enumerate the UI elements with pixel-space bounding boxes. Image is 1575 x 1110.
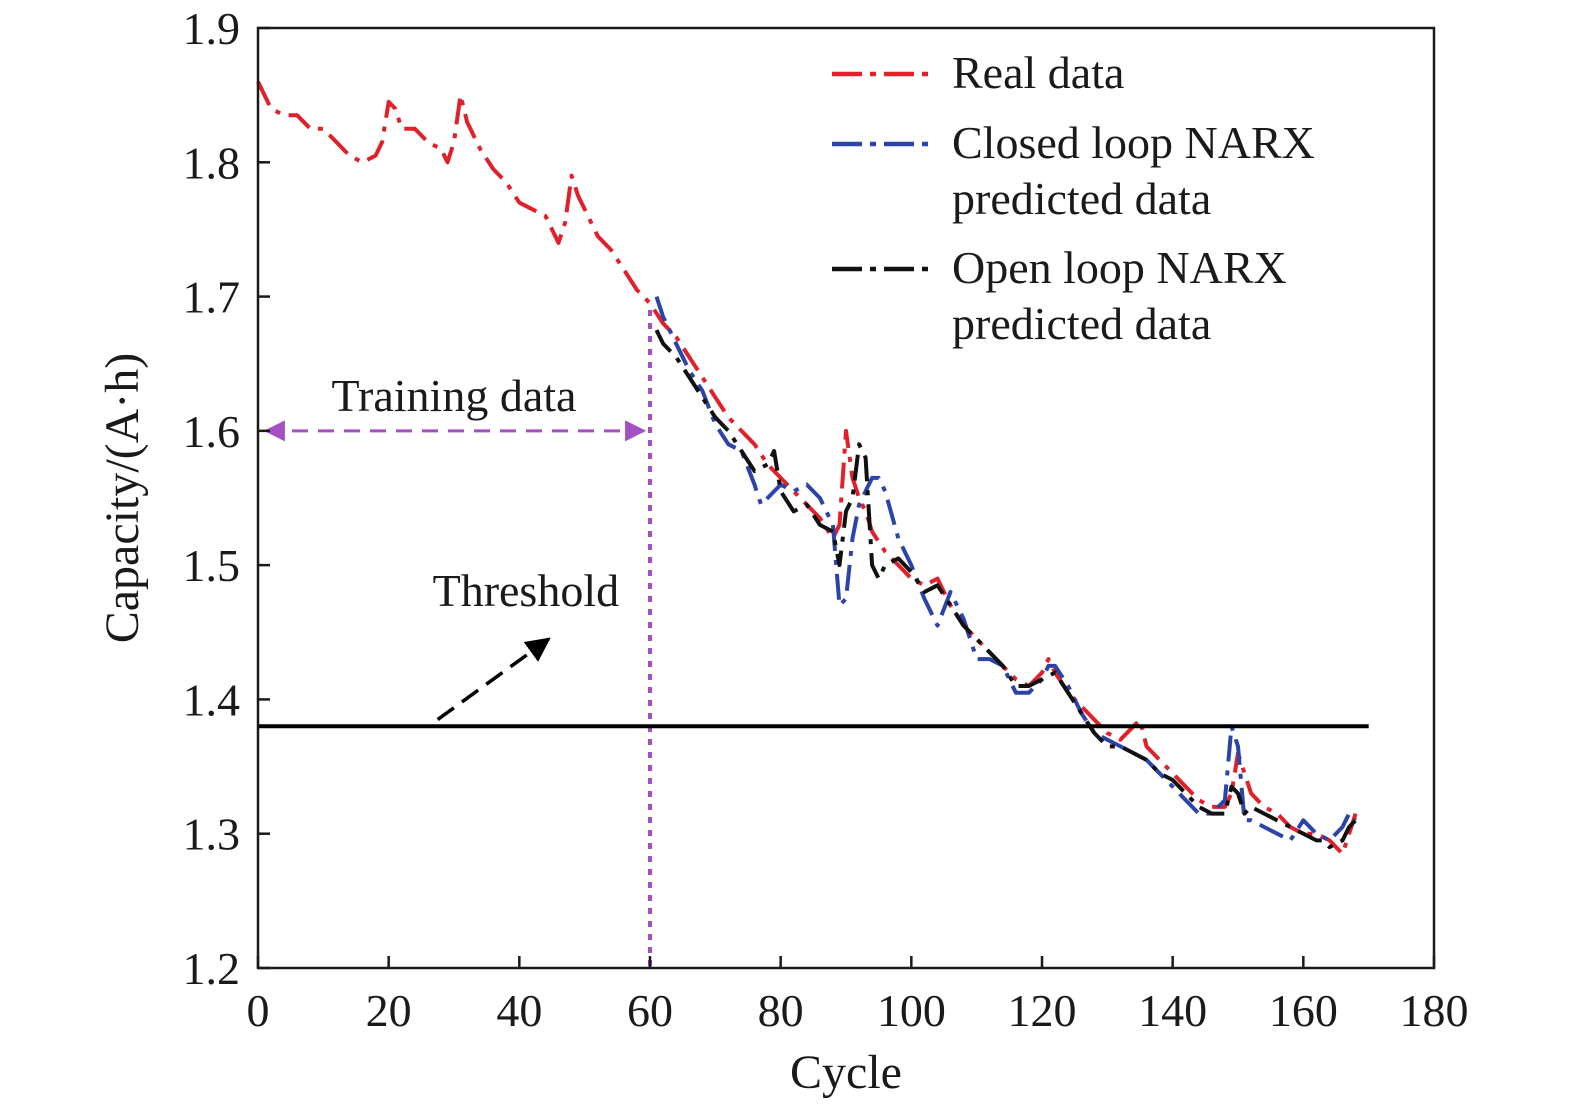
x-tick-label: 100 [877, 985, 946, 1036]
y-tick-label: 1.3 [183, 809, 241, 860]
series-line-1 [256, 80, 1358, 856]
legend-label-2: Closed loop NARX [952, 117, 1315, 168]
y-tick-label: 1.5 [183, 540, 241, 591]
series-line-2 [654, 295, 1358, 843]
x-tick-label: 0 [247, 985, 270, 1036]
x-axis-title: Cycle [790, 1046, 902, 1099]
x-tick-label: 160 [1269, 985, 1338, 1036]
x-tick-label: 140 [1138, 985, 1207, 1036]
y-tick-label: 1.2 [183, 943, 241, 994]
x-tick-label: 120 [1008, 985, 1077, 1036]
y-axis-title: Capacity/(A·h) [96, 353, 149, 644]
training-data-label: Training data [332, 370, 577, 421]
y-tick-label: 1.4 [183, 674, 241, 725]
x-tick-label: 180 [1400, 985, 1469, 1036]
y-tick-label: 1.6 [183, 406, 241, 457]
plot-frame [256, 26, 1436, 970]
legend-label-1: Real data [952, 47, 1124, 98]
legend-label-3: Open loop NARX [952, 242, 1287, 293]
y-tick-label: 1.9 [183, 3, 241, 54]
x-tick-label: 80 [758, 985, 804, 1036]
y-tick-label: 1.7 [183, 272, 241, 323]
y-tick-label: 1.8 [183, 137, 241, 188]
threshold-label: Threshold [433, 565, 620, 616]
threshold-arrow [436, 637, 551, 721]
x-tick-label: 40 [496, 985, 542, 1036]
legend-label-2: predicted data [952, 173, 1211, 224]
legend-label-3: predicted data [952, 298, 1211, 349]
series-line-3 [654, 329, 1358, 850]
x-tick-label: 60 [627, 985, 673, 1036]
x-tick-label: 20 [366, 985, 412, 1036]
